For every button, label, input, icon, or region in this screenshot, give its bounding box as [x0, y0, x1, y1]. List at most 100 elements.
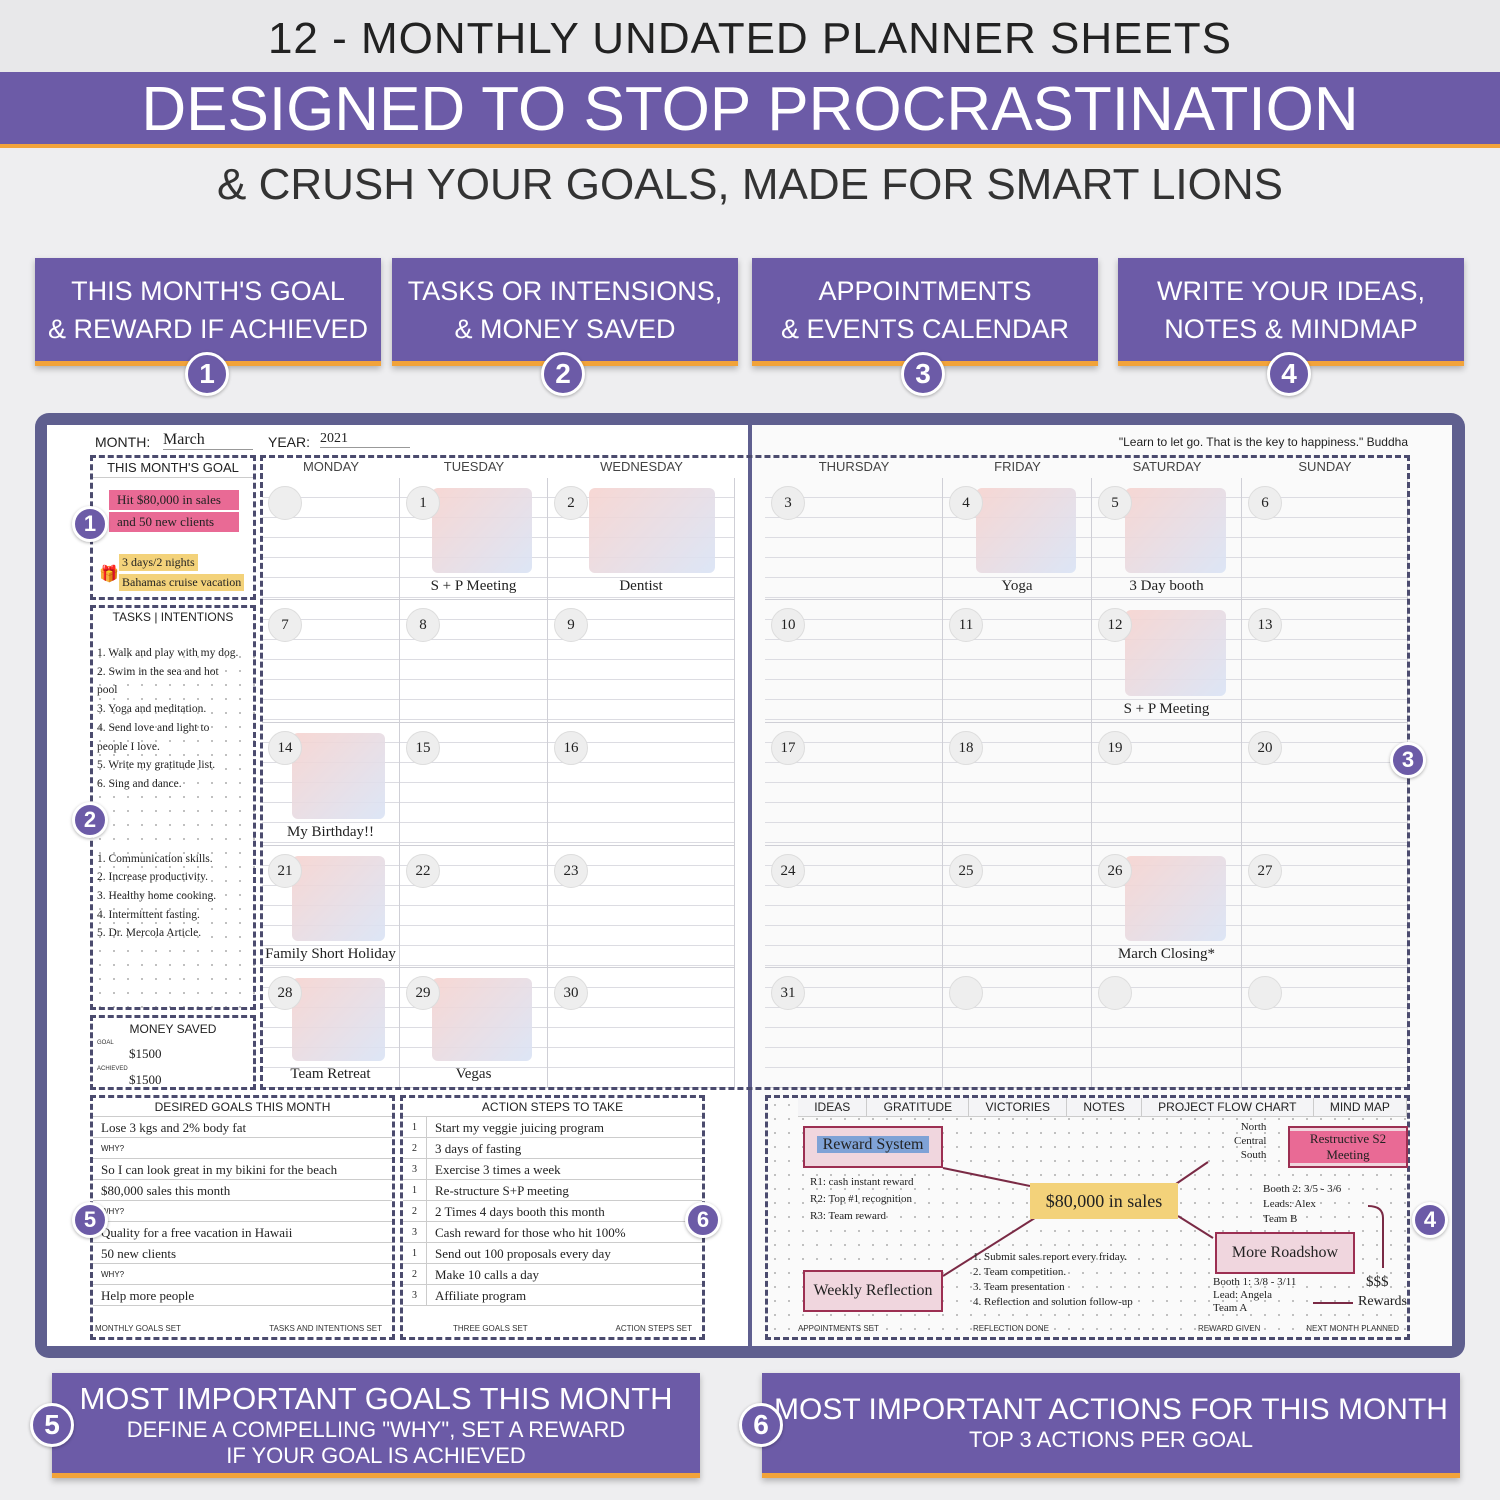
calendar-cell[interactable]: 27 [1242, 846, 1408, 968]
task-item[interactable]: 6. Sing and dance. [97, 777, 182, 790]
monthly-goals-set[interactable]: MONTHLY GOALS SET [95, 1324, 181, 1333]
ideas-tab[interactable]: IDEAS [798, 1098, 868, 1116]
event-label[interactable]: Dentist [619, 578, 663, 594]
goal-entry[interactable]: Lose 3 kgs and 2% body fat [93, 1117, 392, 1138]
calendar-cell[interactable]: 8 [400, 600, 548, 723]
goal-entry[interactable]: So I can look great in my bikini for the… [93, 1159, 392, 1180]
calendar-cell[interactable]: 31 [765, 968, 943, 1088]
action-steps-set[interactable]: ACTION STEPS SET [615, 1324, 692, 1333]
calendar-cell[interactable]: 30 [548, 968, 735, 1088]
calendar-cell[interactable] [1242, 968, 1408, 1088]
calendar-cell[interactable]: 6 [1242, 478, 1408, 600]
center-node[interactable]: $80,000 in sales [1030, 1183, 1178, 1219]
goal-entry[interactable]: WHY? [93, 1138, 392, 1159]
task-item[interactable]: pool [97, 684, 118, 697]
task-item[interactable]: 1. Communication skills. [97, 852, 213, 865]
task-item[interactable]: 1. Walk and play with my dog. [97, 647, 239, 659]
goal-line[interactable]: and 50 new clients [109, 512, 239, 532]
reward-system-node[interactable]: Reward System [803, 1126, 943, 1168]
calendar-cell[interactable]: 28 Team Retreat [262, 968, 400, 1088]
goal-entry[interactable]: WHY? [93, 1264, 392, 1285]
calendar-cell[interactable]: 1 S + P Meeting [400, 478, 548, 600]
ideas-tab[interactable]: GRATITUDE [867, 1098, 970, 1116]
action-step[interactable]: 2 3 days of fasting [403, 1138, 702, 1159]
goal-amount[interactable]: $1500 [129, 1046, 162, 1061]
calendar-cell[interactable]: 26 March Closing* [1092, 846, 1242, 968]
task-item[interactable]: 2. Swim in the sea and hot [97, 665, 219, 678]
calendar-cell[interactable]: 3 [765, 478, 943, 600]
action-step[interactable]: 3 Affiliate program [403, 1285, 702, 1306]
calendar-cell[interactable]: 9 [548, 600, 735, 723]
calendar-cell[interactable]: 2 Dentist [548, 478, 735, 600]
event-label[interactable]: S + P Meeting [1123, 701, 1210, 717]
event-label[interactable]: Yoga [1001, 578, 1033, 594]
next-month-planned[interactable]: NEXT MONTH PLANNED [1306, 1324, 1399, 1333]
calendar-cell[interactable]: 15 [400, 723, 548, 846]
goal-entry[interactable]: 50 new clients [93, 1243, 392, 1264]
calendar-cell[interactable]: 19 [1092, 723, 1242, 846]
task-item[interactable]: 4. Intermittent fasting. [97, 908, 200, 921]
task-item[interactable]: 5. Write my gratitude list. [97, 759, 216, 772]
task-item[interactable]: 4. Send love and light to [97, 721, 210, 734]
calendar-cell[interactable]: 13 [1242, 600, 1408, 723]
event-label[interactable]: Vegas [455, 1066, 492, 1082]
reward-line[interactable]: Bahamas cruise vacation [119, 574, 245, 591]
event-label[interactable]: Family Short Holiday [265, 946, 396, 962]
tasks-intentions-set[interactable]: TASKS AND INTENTIONS SET [269, 1324, 382, 1333]
calendar-cell[interactable]: 24 [765, 846, 943, 968]
ideas-tab[interactable]: PROJECT FLOW CHART [1142, 1098, 1314, 1116]
reward-line[interactable]: 3 days/2 nights [119, 554, 198, 571]
action-step[interactable]: 3 Cash reward for those who hit 100% [403, 1222, 702, 1243]
calendar-cell[interactable]: 18 [943, 723, 1092, 846]
ideas-tab[interactable]: MIND MAP [1314, 1098, 1408, 1116]
action-step[interactable]: 2 Make 10 calls a day [403, 1264, 702, 1285]
event-label[interactable]: Team Retreat [290, 1066, 371, 1082]
goal-line[interactable]: Hit $80,000 in sales [109, 490, 239, 510]
task-item[interactable]: people I love. [97, 740, 160, 753]
roadshow-node[interactable]: More Roadshow [1215, 1232, 1355, 1274]
task-item[interactable]: 2. Increase productivity. [97, 871, 209, 884]
calendar-cell[interactable] [943, 968, 1092, 1088]
event-label[interactable]: S + P Meeting [430, 578, 517, 594]
three-goals-set[interactable]: THREE GOALS SET [453, 1324, 528, 1333]
calendar-cell[interactable]: 14 My Birthday!! [262, 723, 400, 846]
ideas-tab[interactable]: NOTES [1067, 1098, 1142, 1116]
goal-entry[interactable]: $80,000 sales this month [93, 1180, 392, 1201]
calendar-cell[interactable]: 4 Yoga [943, 478, 1092, 600]
calendar-cell[interactable]: 25 [943, 846, 1092, 968]
calendar-cell[interactable]: 11 [943, 600, 1092, 723]
goal-entry[interactable]: Quality for a free vacation in Hawaii [93, 1222, 392, 1243]
goal-entry[interactable]: Help more people [93, 1285, 392, 1306]
task-item[interactable]: 3. Yoga and meditation. [97, 703, 207, 716]
restructive-node[interactable]: Restructive S2 Meeting [1288, 1126, 1408, 1168]
calendar-cell[interactable]: 29 Vegas [400, 968, 548, 1088]
calendar-cell[interactable] [1092, 968, 1242, 1088]
calendar-cell[interactable]: 17 [765, 723, 943, 846]
weekly-reflection-node[interactable]: Weekly Reflection [803, 1270, 943, 1312]
event-label[interactable]: March Closing* [1117, 946, 1216, 962]
calendar-cell[interactable]: 21 Family Short Holiday [262, 846, 400, 968]
ideas-tab[interactable]: VICTORIES [969, 1098, 1068, 1116]
calendar-cell[interactable]: 12 S + P Meeting [1092, 600, 1242, 723]
action-step[interactable]: 1 Start my veggie juicing program [403, 1117, 702, 1138]
calendar-cell[interactable]: 22 [400, 846, 548, 968]
calendar-cell[interactable]: 7 [262, 600, 400, 723]
action-step[interactable]: 1 Send out 100 proposals every day [403, 1243, 702, 1264]
calendar-cell[interactable] [262, 478, 400, 600]
calendar-cell[interactable]: 10 [765, 600, 943, 723]
calendar-cell[interactable]: 23 [548, 846, 735, 968]
task-item[interactable]: 5. Dr. Mercola Article. [97, 927, 202, 940]
event-label[interactable]: 3 Day booth [1129, 578, 1204, 594]
event-label[interactable]: My Birthday!! [286, 824, 375, 840]
action-step[interactable]: 1 Re-structure S+P meeting [403, 1180, 702, 1201]
year-value[interactable]: 2021 [320, 431, 410, 448]
reward-given[interactable]: REWARD GIVEN [1198, 1324, 1261, 1333]
calendar-cell[interactable]: 5 3 Day booth [1092, 478, 1242, 600]
reflection-done[interactable]: REFLECTION DONE [973, 1324, 1050, 1333]
action-step[interactable]: 2 2 Times 4 days booth this month [403, 1201, 702, 1222]
action-step[interactable]: 3 Exercise 3 times a week [403, 1159, 702, 1180]
calendar-cell[interactable]: 20 [1242, 723, 1408, 846]
task-item[interactable]: 3. Healthy home cooking. [97, 890, 217, 903]
month-value[interactable]: March [163, 431, 253, 450]
calendar-cell[interactable]: 16 [548, 723, 735, 846]
